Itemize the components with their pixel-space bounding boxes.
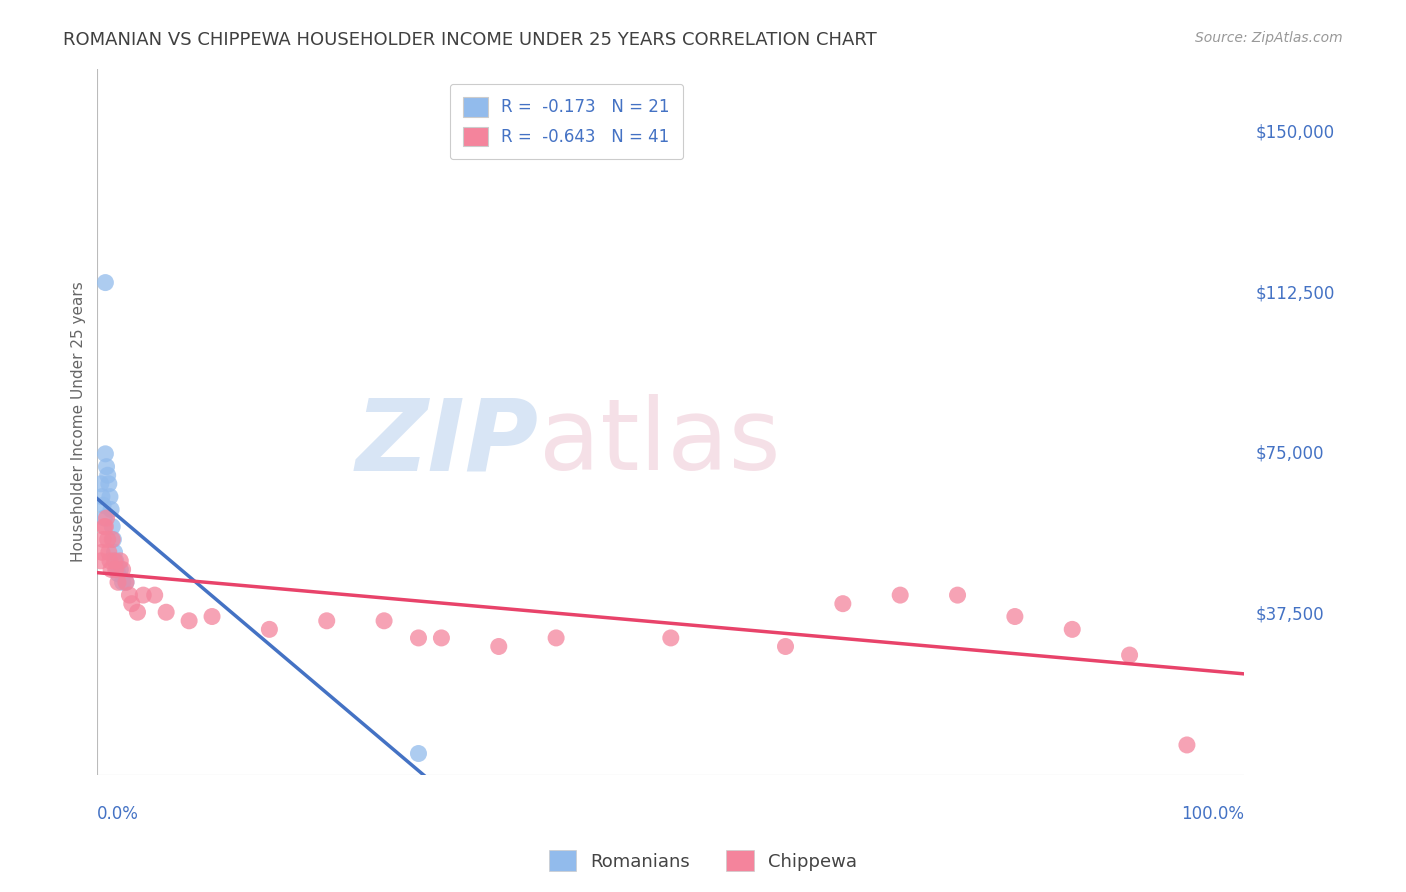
Point [104,562,127,576]
Point [94,276,117,290]
Point [103,554,125,568]
Text: atlas: atlas [538,394,780,491]
Text: 100.0%: 100.0% [1181,805,1244,823]
Point [107,566,129,581]
Point [946,588,969,602]
Text: 0.0%: 0.0% [97,805,139,823]
Point [775,640,797,654]
Text: ROMANIAN VS CHIPPEWA HOUSEHOLDER INCOME UNDER 25 YEARS CORRELATION CHART: ROMANIAN VS CHIPPEWA HOUSEHOLDER INCOME … [63,31,877,49]
Point [201,609,224,624]
Point [831,597,853,611]
Point [96,459,118,474]
Point [96,511,118,525]
Text: $112,500: $112,500 [1256,285,1334,302]
Point [94,519,117,533]
Text: $37,500: $37,500 [1256,606,1324,624]
Point [659,631,682,645]
Point [97,468,120,483]
Point [107,575,129,590]
Text: $150,000: $150,000 [1256,124,1334,142]
Point [91,498,114,512]
Point [155,605,177,619]
Point [90,554,112,568]
Point [110,562,132,576]
Legend: R =  -0.173   N = 21, R =  -0.643   N = 41: R = -0.173 N = 21, R = -0.643 N = 41 [450,84,683,159]
Point [408,747,430,761]
Point [98,490,121,504]
Point [1062,623,1084,637]
Point [110,554,132,568]
Point [889,588,911,602]
Point [143,588,166,602]
Point [118,588,141,602]
Point [93,511,115,525]
Point [127,605,149,619]
Text: ZIP: ZIP [356,394,538,491]
Point [105,562,128,576]
Point [546,631,568,645]
Point [111,575,134,590]
Point [430,631,453,645]
Point [97,533,120,547]
Point [91,533,114,547]
Point [103,533,125,547]
Point [259,623,281,637]
Point [104,554,127,568]
Point [132,588,155,602]
Point [315,614,337,628]
Point [121,597,143,611]
Point [373,614,395,628]
Point [91,545,114,559]
Point [488,640,510,654]
Point [91,490,114,504]
Point [100,502,122,516]
Point [115,575,138,590]
Point [408,631,430,645]
Point [97,545,120,559]
Point [93,519,115,533]
Point [115,575,138,590]
Point [100,562,122,576]
Text: Source: ZipAtlas.com: Source: ZipAtlas.com [1195,31,1343,45]
Point [1175,738,1198,752]
Point [1118,648,1140,662]
Y-axis label: Householder Income Under 25 years: Householder Income Under 25 years [72,281,86,562]
Point [101,519,124,533]
Point [97,476,120,491]
Point [111,562,134,576]
Point [1004,609,1026,624]
Point [94,447,117,461]
Point [90,476,112,491]
Legend: Romanians, Chippewa: Romanians, Chippewa [541,843,865,879]
Point [103,545,125,559]
Point [177,614,200,628]
Point [101,533,124,547]
Text: $75,000: $75,000 [1256,445,1324,463]
Point [98,554,121,568]
